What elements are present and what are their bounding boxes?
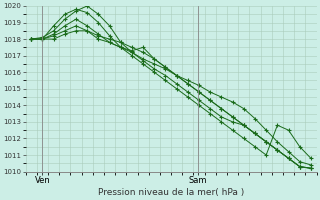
X-axis label: Pression niveau de la mer( hPa ): Pression niveau de la mer( hPa ): [98, 188, 244, 197]
